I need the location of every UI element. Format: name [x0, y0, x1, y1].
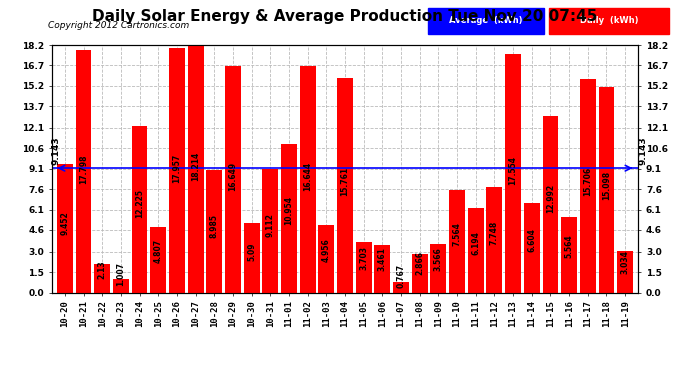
Text: Average  (kWh): Average (kWh): [449, 16, 522, 25]
Bar: [561, 217, 577, 292]
Bar: [468, 208, 484, 292]
Text: 16.644: 16.644: [303, 162, 312, 190]
Text: 3.034: 3.034: [621, 250, 630, 274]
Bar: [428, 8, 544, 34]
Text: 2.866: 2.866: [415, 251, 424, 275]
Text: 2.13: 2.13: [98, 261, 107, 279]
Bar: [299, 66, 315, 292]
Bar: [281, 144, 297, 292]
Text: 17.554: 17.554: [509, 156, 518, 185]
Bar: [580, 79, 595, 292]
Text: 3.703: 3.703: [359, 246, 368, 270]
Text: Daily  (kWh): Daily (kWh): [580, 16, 638, 25]
Bar: [132, 126, 148, 292]
Bar: [505, 54, 521, 292]
Bar: [169, 48, 185, 292]
Text: 9.452: 9.452: [60, 211, 69, 235]
Text: 5.564: 5.564: [564, 235, 573, 258]
Bar: [150, 227, 166, 292]
Text: 9.143: 9.143: [638, 137, 647, 165]
Text: 9.143: 9.143: [52, 137, 61, 165]
Text: Daily Solar Energy & Average Production Tue Nov 20 07:45: Daily Solar Energy & Average Production …: [92, 9, 598, 24]
Bar: [262, 169, 278, 292]
Bar: [76, 51, 92, 292]
Text: 10.954: 10.954: [284, 196, 293, 225]
Bar: [431, 244, 446, 292]
Text: 9.112: 9.112: [266, 213, 275, 237]
Text: Copyright 2012 Cartronics.com: Copyright 2012 Cartronics.com: [48, 21, 190, 30]
Text: 12.992: 12.992: [546, 184, 555, 213]
Text: 6.194: 6.194: [471, 231, 480, 255]
Bar: [524, 203, 540, 292]
Text: 15.706: 15.706: [583, 167, 592, 196]
Bar: [318, 225, 334, 292]
Text: 7.564: 7.564: [453, 222, 462, 246]
Bar: [486, 187, 502, 292]
Text: 12.225: 12.225: [135, 189, 144, 218]
Bar: [225, 66, 241, 292]
Text: 16.649: 16.649: [228, 162, 237, 190]
Bar: [618, 251, 633, 292]
Text: 1.007: 1.007: [117, 262, 126, 286]
Bar: [549, 8, 669, 34]
Bar: [244, 223, 259, 292]
Bar: [542, 116, 558, 292]
Text: 0.767: 0.767: [397, 264, 406, 288]
Bar: [598, 87, 614, 292]
Text: 8.985: 8.985: [210, 213, 219, 237]
Text: 5.09: 5.09: [247, 243, 256, 261]
Bar: [337, 78, 353, 292]
Bar: [95, 264, 110, 292]
Bar: [375, 245, 391, 292]
Bar: [449, 190, 465, 292]
Text: 17.798: 17.798: [79, 154, 88, 184]
Text: 17.957: 17.957: [172, 153, 181, 183]
Bar: [412, 254, 428, 292]
Text: 3.566: 3.566: [434, 247, 443, 271]
Bar: [188, 45, 204, 292]
Text: 3.461: 3.461: [378, 248, 387, 272]
Bar: [393, 282, 409, 292]
Text: 4.807: 4.807: [154, 239, 163, 263]
Bar: [113, 279, 129, 292]
Text: 6.604: 6.604: [527, 228, 536, 252]
Text: 18.214: 18.214: [191, 152, 200, 181]
Text: 15.761: 15.761: [340, 167, 350, 196]
Text: 7.748: 7.748: [490, 221, 499, 245]
Bar: [206, 170, 222, 292]
Text: 4.956: 4.956: [322, 238, 331, 262]
Bar: [57, 164, 72, 292]
Text: 15.098: 15.098: [602, 171, 611, 200]
Bar: [356, 242, 372, 292]
